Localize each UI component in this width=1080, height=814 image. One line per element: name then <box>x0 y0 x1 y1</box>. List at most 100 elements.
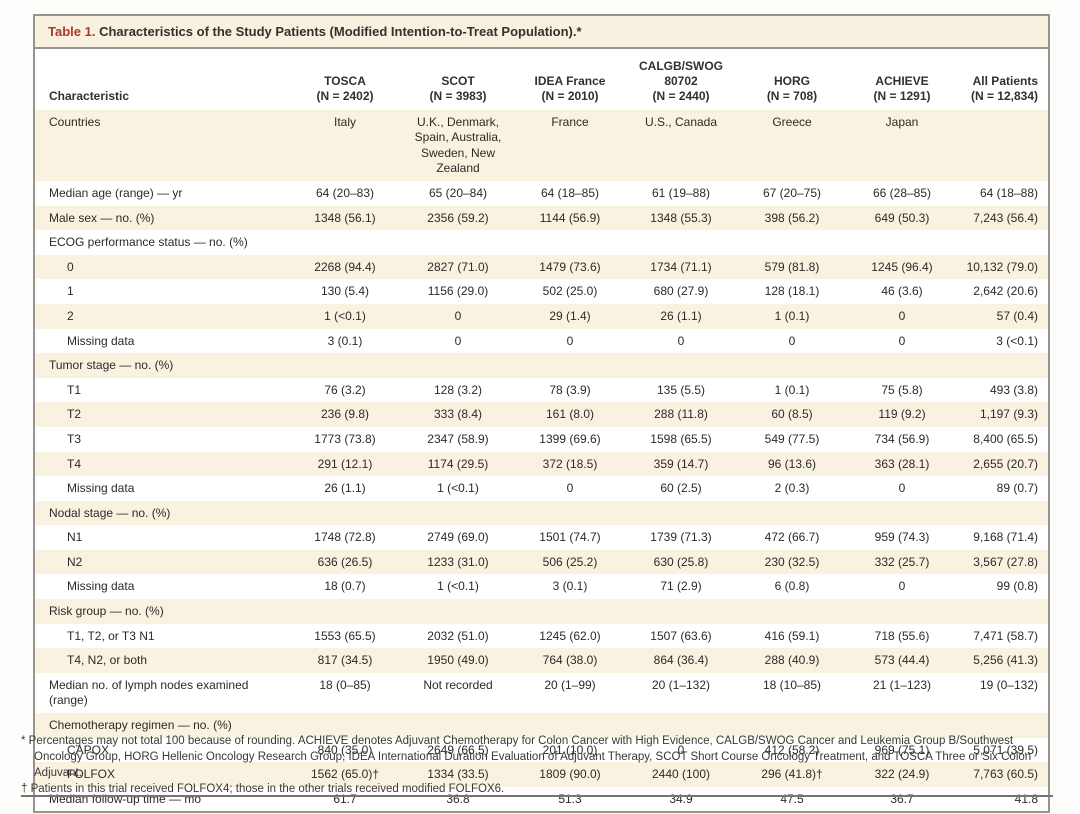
cell-value: 2649 (66.5) <box>427 742 489 757</box>
footnote: * Percentages may not total 100 because … <box>21 735 1032 779</box>
cell-value: 573 (44.4) <box>874 653 930 668</box>
row-label: Chemotherapy regimen — no. (%) <box>49 718 232 733</box>
row-label: Male sex — no. (%) <box>49 210 155 225</box>
cell-value <box>289 599 401 624</box>
column-header: HORG (N = 708) <box>737 49 847 110</box>
table-row: N1 1748 (72.8) 2749 (69.0) 1501 (74.7) 1739 … <box>35 525 1048 550</box>
cell-value: 128 (3.2) <box>433 382 483 397</box>
cell-value: 119 (9.2) <box>878 407 926 422</box>
row-label: Countries <box>49 114 101 129</box>
cell-value: 1245 (62.0) <box>539 628 601 643</box>
column-n: (N = 3983) <box>429 88 487 103</box>
table-row: Missing data 3 (0.1) 0 0 0 0 0 3 (<0.1) <box>35 329 1048 354</box>
cell-value: 412 (58.2) <box>764 742 820 757</box>
table-row: CAPOX 840 (35.0) 2649 (66.5) 201 (10.0) 0 412… <box>35 738 1048 763</box>
section-row: Risk group — no. (%) <box>35 599 1048 624</box>
column-header: IDEA France (N = 2010) <box>515 49 625 110</box>
cell-value <box>289 501 401 526</box>
cell-value: 1,197 (9.3) <box>979 407 1038 422</box>
cell-value: U.S., Canada <box>644 114 718 129</box>
footnote: † Patients in this trial received FOLFOX… <box>21 782 505 795</box>
cell-value: 1 (<0.1) <box>437 481 479 496</box>
cell-value: 20 (1–132) <box>651 677 711 692</box>
cell-value <box>847 599 957 624</box>
table-row: 2 1 (<0.1) 0 29 (1.4) 26 (1.1) 1 (0.1) 0 57 (0.… <box>35 303 1048 329</box>
cell-value: 7,471 (58.7) <box>973 628 1038 643</box>
row-label: Missing data <box>67 481 135 496</box>
cell-value: 1553 (65.5) <box>314 628 376 643</box>
cell-value: 2 (0.3) <box>774 481 810 496</box>
cell-value: 65 (20–84) <box>428 185 488 200</box>
cell-value <box>847 230 957 255</box>
cell-value: 5,071 (39.5) <box>973 742 1038 757</box>
cell-value: 2347 (58.9) <box>427 431 489 446</box>
cell-value: 19 (0–132) <box>979 677 1038 692</box>
cell-value <box>625 353 737 378</box>
cell-value: 67 (20–75) <box>762 185 822 200</box>
column-header: SCOT (N = 3983) <box>401 49 515 110</box>
cell-value: 2268 (94.4) <box>314 259 376 274</box>
cell-value: 2749 (69.0) <box>427 530 489 545</box>
section-row: Chemotherapy regimen — no. (%) <box>35 713 1048 738</box>
cell-value: 66 (28–85) <box>872 185 932 200</box>
row-label: CAPOX <box>67 742 110 757</box>
table-row: T4, N2, or both 817 (34.5) 1950 (49.0) 764 … <box>35 648 1048 673</box>
cell-value: 1773 (73.8) <box>314 431 376 446</box>
cell-value: 0 <box>898 481 906 496</box>
cell-value: 7,243 (56.4) <box>973 210 1038 225</box>
cell-value: 2440 (100) <box>651 767 711 782</box>
cell-value: 1 (0.1) <box>774 382 810 397</box>
row-label: FOLFOX <box>67 767 116 782</box>
column-n: (N = 2402) <box>316 88 374 103</box>
cell-value: 1399 (69.6) <box>539 431 601 446</box>
row-label: Missing data <box>67 333 135 348</box>
table-row: 0 2268 (94.4) 2827 (71.0) 1479 (73.6) 1734 (… <box>35 254 1048 280</box>
row-label: 0 <box>67 259 74 274</box>
cell-value: Japan <box>885 114 919 129</box>
cell-value: 46 (3.6) <box>881 284 923 299</box>
cell-value <box>515 599 625 624</box>
cell-value: 416 (59.1) <box>764 628 820 643</box>
table-row: 1 130 (5.4) 1156 (29.0) 502 (25.0) 680 (27.9… <box>35 279 1048 304</box>
cell-value: 1479 (73.6) <box>539 259 601 274</box>
cell-value <box>847 501 957 526</box>
cell-value: 1348 (55.3) <box>650 210 712 225</box>
table-title-text: Characteristics of the Study Patients (M… <box>99 24 582 39</box>
table1-frame: Table 1. Characteristics of the Study Pa… <box>33 14 1050 814</box>
cell-value <box>737 230 847 255</box>
cell-value: 0 <box>566 481 574 496</box>
row-label: N2 <box>67 554 83 569</box>
cell-value: 1 (<0.1) <box>437 579 479 594</box>
cell-value <box>289 230 401 255</box>
cell-value: 78 (3.9) <box>549 382 591 397</box>
table-row: Missing data 26 (1.1) 1 (<0.1) 0 60 (2.5) 2 (… <box>35 476 1048 501</box>
cell-value <box>401 230 515 255</box>
cell-value: 472 (66.7) <box>764 530 820 545</box>
table-row: Median no. of lymph nodes examined (rang… <box>35 673 1048 713</box>
cell-value: 71 (2.9) <box>660 579 702 594</box>
table-row: T1 76 (3.2) 128 (3.2) 78 (3.9) 135 (5.5) 1 (0… <box>35 378 1048 403</box>
cell-value: 135 (5.5) <box>656 382 706 397</box>
cell-value <box>625 501 737 526</box>
cell-value <box>957 599 1048 624</box>
cell-value: 5,256 (41.3) <box>973 653 1038 668</box>
row-label: Median age (range) — yr <box>49 185 183 200</box>
row-label: T1, T2, or T3 N1 <box>67 628 155 643</box>
cell-value: 128 (18.1) <box>764 284 820 299</box>
cell-value: 26 (1.1) <box>660 308 702 323</box>
cell-value: 0 <box>566 333 574 348</box>
cell-value: 734 (56.9) <box>874 431 930 446</box>
cell-value: 7,763 (60.5) <box>973 767 1038 782</box>
cell-value: 864 (36.4) <box>653 653 709 668</box>
row-label: Missing data <box>67 579 135 594</box>
cell-value: 18 (0.7) <box>324 579 366 594</box>
cell-value: 579 (81.8) <box>764 259 820 274</box>
column-name: All Patients <box>972 73 1038 88</box>
cell-value: 2827 (71.0) <box>427 259 489 274</box>
cell-value: 64 (18–88) <box>979 185 1038 200</box>
cell-value: 2356 (59.2) <box>427 210 489 225</box>
row-label: N1 <box>67 530 83 545</box>
cell-value: 288 (40.9) <box>764 653 820 668</box>
cell-value: 2032 (51.0) <box>427 628 489 643</box>
